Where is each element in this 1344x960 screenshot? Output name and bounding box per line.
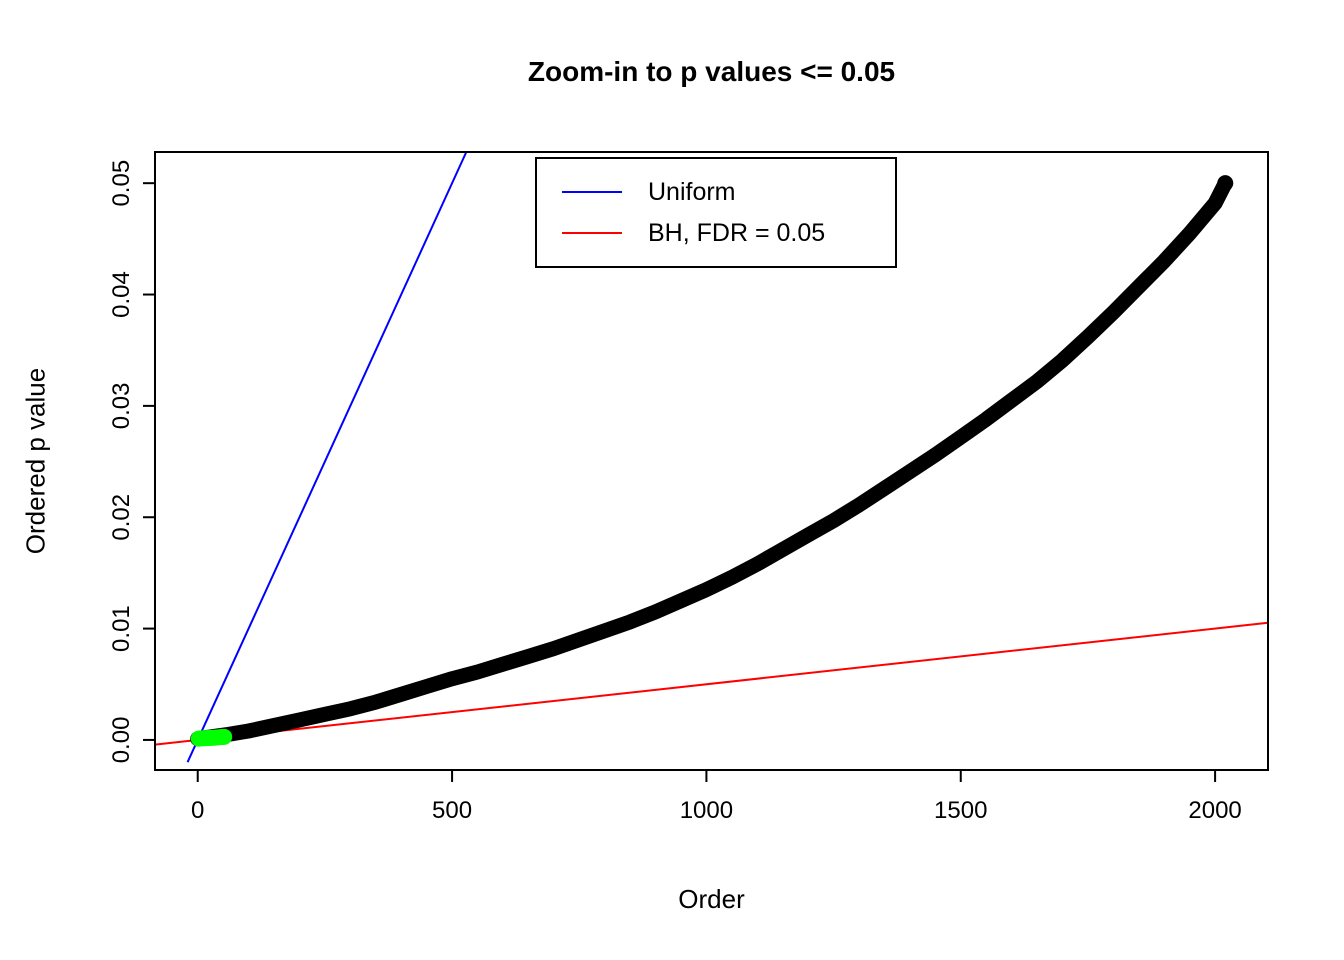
- legend-entry-uniform: Uniform: [562, 177, 895, 206]
- legend-label-uniform: Uniform: [648, 177, 736, 206]
- plot-box: [154, 151, 1269, 771]
- legend-line-sample-bh: [562, 232, 622, 234]
- bh-threshold-line: [154, 621, 1269, 746]
- y-tick-label: 0.01: [108, 605, 135, 652]
- x-tick-label: 2000: [1188, 797, 1241, 824]
- x-tick-label: 0: [191, 797, 204, 824]
- legend-entry-bh: BH, FDR = 0.05: [562, 218, 895, 247]
- x-axis-label: Order: [678, 884, 745, 914]
- significant-point: [216, 728, 233, 745]
- y-tick-label: 0.02: [108, 494, 135, 541]
- x-tick-label: 1500: [934, 797, 987, 824]
- legend: Uniform BH, FDR = 0.05: [535, 157, 897, 268]
- chart-title: Zoom-in to p values <= 0.05: [527, 56, 896, 87]
- y-tick-label: 0.00: [108, 717, 135, 764]
- legend-line-sample-uniform: [562, 191, 622, 193]
- y-tick-label: 0.04: [108, 271, 135, 318]
- last-point-marker: [1217, 175, 1234, 192]
- uniform-reference-line: [186, 151, 468, 763]
- legend-label-bh: BH, FDR = 0.05: [648, 218, 826, 247]
- y-tick-label: 0.05: [108, 160, 135, 207]
- y-tick-label: 0.03: [108, 383, 135, 430]
- ordered-p-values-curve: [190, 175, 1233, 747]
- x-tick-label: 1000: [680, 797, 733, 824]
- y-axis-label: Ordered p value: [20, 367, 51, 555]
- x-tick-label: 500: [432, 797, 472, 824]
